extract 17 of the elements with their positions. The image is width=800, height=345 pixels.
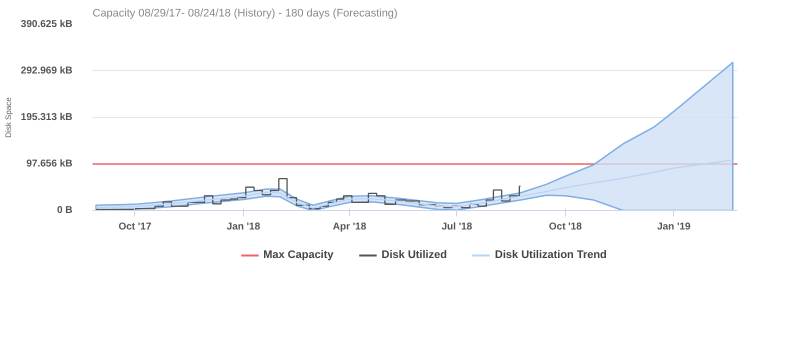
y-axis-title: Disk Space — [4, 96, 13, 138]
x-tick-label: Oct '18 — [548, 222, 582, 232]
chart-title: Capacity 08/29/17- 08/24/18 (History) - 180 days (Forecasting) — [92, 8, 398, 20]
y-tick-label: 195.313 kB — [20, 112, 73, 123]
x-tick-label: Apr '18 — [332, 222, 367, 232]
legend-label: Disk Utilized — [382, 249, 447, 261]
legend-label: Disk Utilization Trend — [494, 249, 607, 261]
legend-label: Max Capacity — [263, 249, 334, 261]
x-tick-label: Jan '19 — [657, 222, 692, 232]
x-tick-label: Jul '18 — [441, 222, 473, 232]
x-tick-label: Oct '17 — [118, 222, 152, 232]
y-tick-label: 292.969 kB — [20, 66, 73, 76]
y-tick-label: 390.625 kB — [20, 19, 73, 30]
y-tick-label: 0 B — [56, 205, 72, 216]
y-tick-label: 97.656 kB — [26, 158, 73, 170]
x-tick-label: Jan '18 — [226, 222, 261, 232]
line-series — [95, 159, 734, 209]
